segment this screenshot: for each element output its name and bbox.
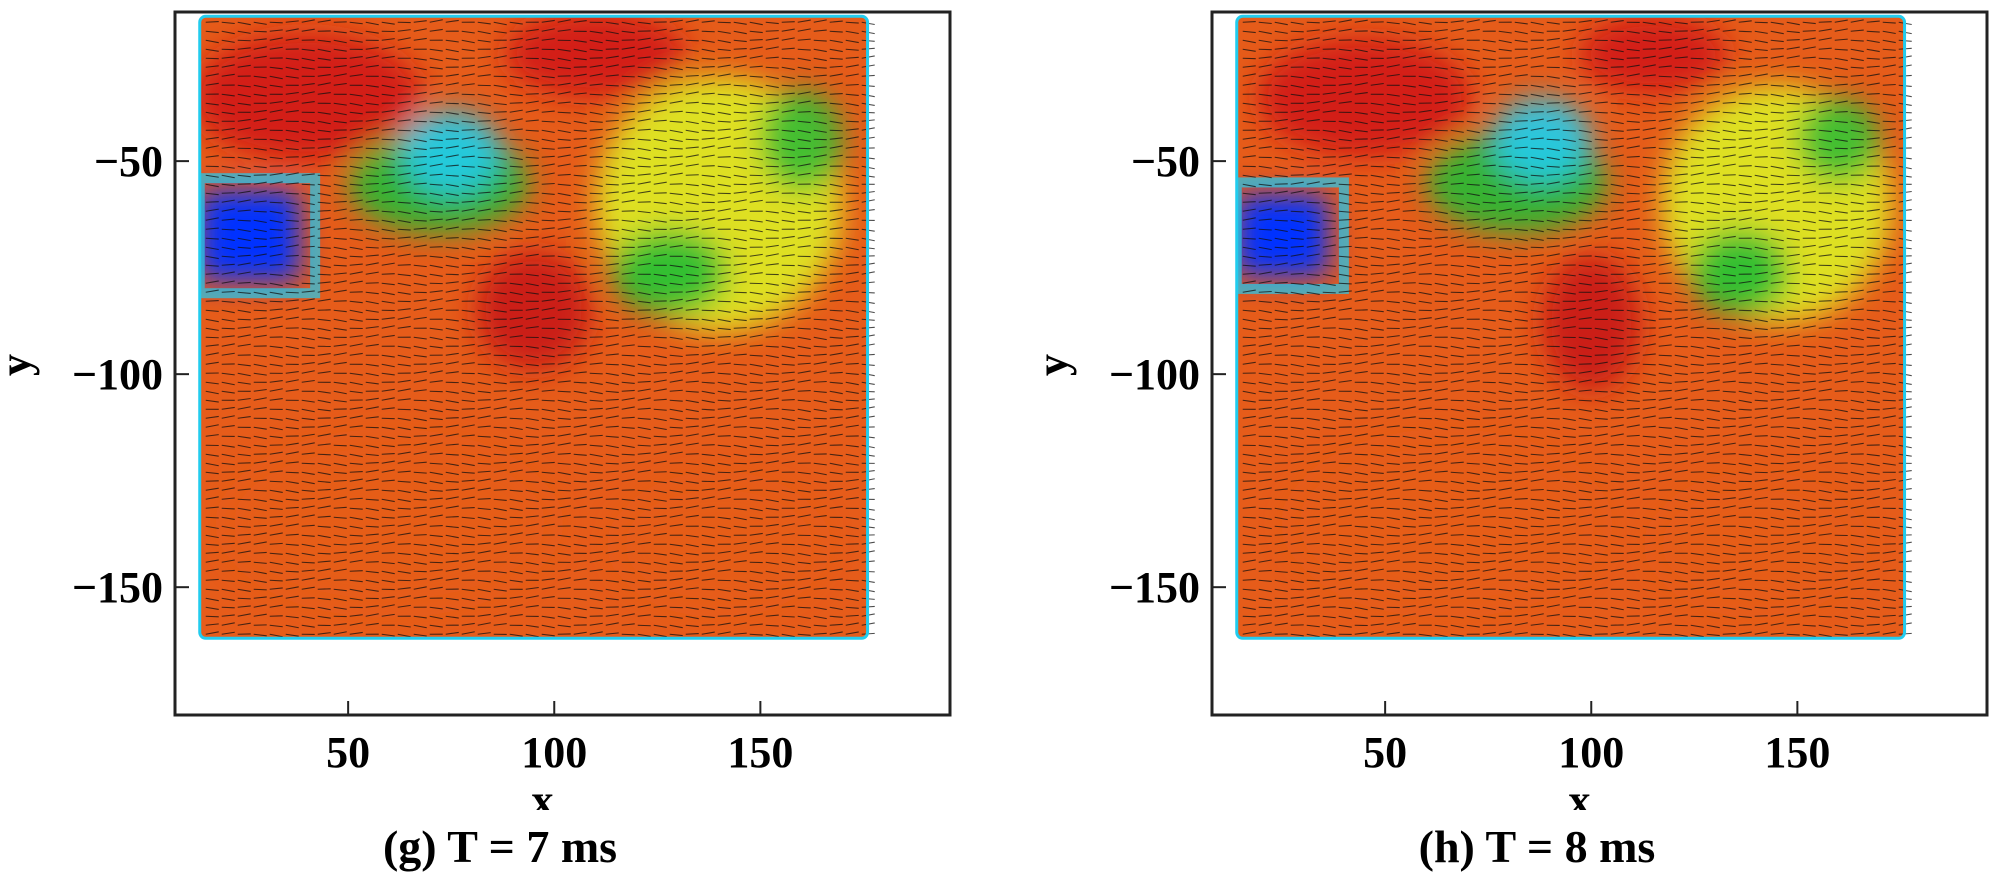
- contour-region-low: [401, 109, 501, 196]
- y-tick-label: −150: [72, 563, 163, 612]
- y-tick-label: −50: [1131, 137, 1200, 186]
- contour-region-high: [475, 250, 592, 370]
- caption-g: (g) T = 7 ms: [382, 821, 618, 872]
- contour-region-min: [1236, 195, 1328, 277]
- contour-region-high: [504, 16, 687, 98]
- x-tick-label: 100: [1558, 728, 1624, 777]
- x-axis-label: x: [532, 776, 554, 810]
- panel-g: 50 100 150 −50 −100 −150 x y (g) T = 7 ms: [0, 10, 952, 872]
- axis-ticks: 50 100 150 −50 −100 −150: [1109, 137, 1830, 777]
- contour-plot-h: 50 100 150 −50 −100 −150 x y: [1037, 10, 1989, 810]
- contour-plot-g: 50 100 150 −50 −100 −150 x y: [0, 10, 952, 810]
- y-axis-label: y: [0, 354, 40, 376]
- velocity-vectors: [205, 19, 875, 638]
- y-axis-label: y: [1037, 354, 1077, 376]
- contour-region-high: [1541, 254, 1641, 392]
- y-tick-label: −150: [1109, 563, 1200, 612]
- domain-outline: [1235, 14, 1907, 640]
- contour-region-mid: [611, 229, 728, 315]
- domain-outline: [198, 14, 870, 640]
- x-tick-label: 100: [521, 728, 587, 777]
- velocity-vectors: [1242, 19, 1912, 638]
- panel-h: 50 100 150 −50 −100 −150 x y (h) T = 8 ms: [1037, 0, 2000, 890]
- contour-region-high: [1290, 438, 1604, 609]
- contour-region-min: [199, 190, 299, 281]
- x-tick-label: 50: [1363, 728, 1407, 777]
- x-axis-label: x: [1569, 776, 1591, 810]
- inlet-edge: [1236, 177, 1349, 294]
- contour-field: [199, 16, 868, 639]
- x-tick-label: 150: [727, 728, 793, 777]
- y-tick-label: −100: [1109, 350, 1200, 399]
- caption-h: (h) T = 8 ms: [1418, 821, 1656, 872]
- y-tick-label: −100: [72, 350, 163, 399]
- contour-region-mid: [1690, 229, 1790, 315]
- x-tick-label: 50: [326, 728, 370, 777]
- x-tick-label: 150: [1764, 728, 1830, 777]
- y-tick-label: −50: [94, 137, 163, 186]
- axis-ticks: 50 100 150 −50 −100 −150: [72, 137, 793, 777]
- contour-region-low: [1492, 97, 1592, 183]
- contour-region-high: [1578, 16, 1728, 93]
